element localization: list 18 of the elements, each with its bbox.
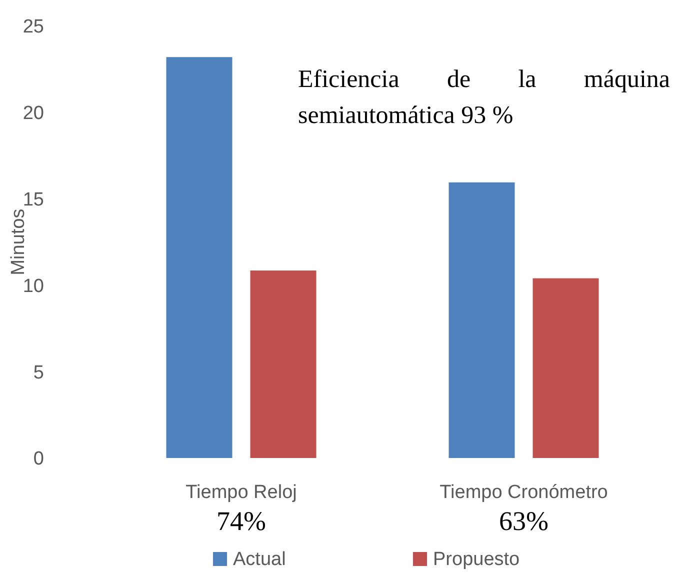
text: 63% <box>499 506 548 536</box>
x-tick-label: Tiempo Cronómetro <box>440 482 608 503</box>
y-tick-label: 10 <box>22 276 44 297</box>
x-tick-label: Tiempo Reloj <box>186 482 297 503</box>
y-tick-label: 15 <box>22 189 44 210</box>
bar <box>532 278 599 458</box>
bar <box>250 270 316 458</box>
annotation: Eficiencia de la máquina semiautomática 93 % <box>298 65 670 131</box>
y-tick-label: 20 <box>22 103 44 124</box>
bar <box>166 57 232 458</box>
legend-label: Propuesto <box>433 549 520 570</box>
y-tick-label: 0 <box>33 448 44 470</box>
bar <box>448 182 515 458</box>
y-axis-title: Minutos <box>8 208 29 276</box>
y-tick-label: 25 <box>22 16 44 38</box>
text: 74% <box>216 506 266 536</box>
legend-label: Actual <box>233 549 286 570</box>
y-tick-label: 5 <box>33 362 44 384</box>
